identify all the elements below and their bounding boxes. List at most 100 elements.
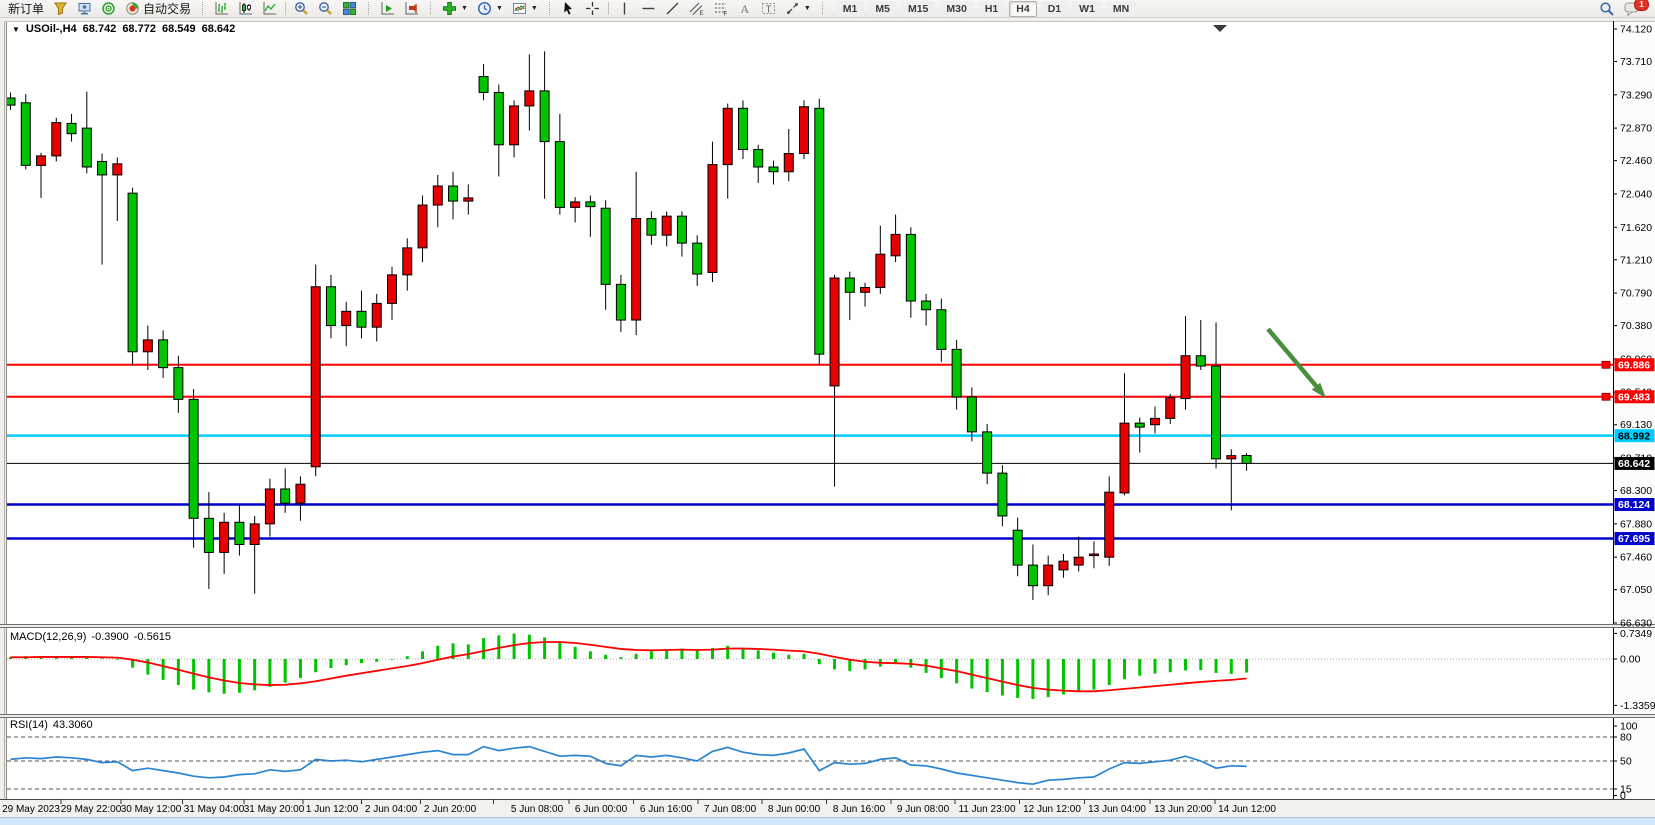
price-tick-label: 69.130 xyxy=(1620,419,1652,431)
tile-windows-icon[interactable] xyxy=(338,0,361,18)
vertical-line-tool-icon[interactable] xyxy=(613,0,636,18)
timeframe-button-M15[interactable]: M15 xyxy=(900,0,936,17)
macd-signal: -0.5615 xyxy=(133,631,172,643)
candle-body xyxy=(478,76,489,93)
macd-tick-label: 0.00 xyxy=(1620,654,1641,666)
rsi-name: RSI(14) xyxy=(10,719,48,731)
funnel-icon[interactable] xyxy=(49,0,72,18)
price-tick-label: 72.870 xyxy=(1620,123,1652,135)
timeframe-toolbar: M1 M5 M15 M30 H1 H4 D1 W1 MN xyxy=(835,0,1137,17)
timeframe-button-MN[interactable]: MN xyxy=(1105,0,1137,17)
price-tick-label: 72.460 xyxy=(1620,155,1652,167)
templates-icon[interactable]: ▼ xyxy=(508,0,542,18)
price-tick-label: 74.120 xyxy=(1620,24,1652,36)
chart-shift-marker[interactable] xyxy=(1213,25,1227,32)
candle-body xyxy=(539,90,550,143)
candle-body xyxy=(829,277,840,387)
search-icon[interactable] xyxy=(1595,0,1619,18)
price-tick-label: 67.460 xyxy=(1620,552,1652,564)
bid-price-line-price-tag: 68.642 xyxy=(1614,456,1655,470)
horizontal-line-tool-icon[interactable] xyxy=(637,0,660,18)
price-tick-label: 70.380 xyxy=(1620,320,1652,332)
zoom-in-icon[interactable] xyxy=(290,0,313,18)
candle-body xyxy=(509,105,520,146)
candle-body xyxy=(814,107,825,355)
macd-name: MACD(12,26,9) xyxy=(10,631,87,643)
candle-body xyxy=(142,339,153,353)
timeframe-button-W1[interactable]: W1 xyxy=(1072,0,1102,17)
candle-body xyxy=(615,283,626,321)
trendline-tool-icon[interactable] xyxy=(661,0,684,18)
auto-scroll-icon[interactable] xyxy=(376,0,399,18)
crosshair-icon[interactable] xyxy=(581,0,604,18)
channel-tool-icon[interactable]: E xyxy=(685,0,708,18)
periods-clock-icon[interactable]: ▼ xyxy=(473,0,507,18)
bar-chart-icon[interactable] xyxy=(210,0,233,18)
cursor-icon[interactable] xyxy=(557,0,580,18)
candle-body xyxy=(387,274,397,304)
candle-body xyxy=(112,163,123,176)
panel-splitter[interactable] xyxy=(0,624,1655,628)
price-tick-label: 67.050 xyxy=(1620,584,1652,596)
price-tag-label: 68.124 xyxy=(1618,499,1650,511)
chevron-down-icon: ▼ xyxy=(461,5,468,12)
time-tick-label: 6 Jun 00:00 xyxy=(575,804,628,815)
terminal-icon[interactable] xyxy=(73,0,96,18)
candle-body xyxy=(356,310,367,328)
chat-unread-badge: 1 xyxy=(1634,0,1649,11)
line-chart-icon[interactable] xyxy=(258,0,281,18)
text-tool-icon[interactable]: A xyxy=(733,0,756,18)
support-line-1-price-tag: 68.124 xyxy=(1614,498,1655,511)
timeframe-button-H1[interactable]: H1 xyxy=(977,0,1006,17)
candle-body xyxy=(783,153,794,173)
candle-body xyxy=(97,160,108,176)
panel-splitter[interactable] xyxy=(0,714,1655,718)
signals-icon[interactable] xyxy=(97,0,120,18)
level-line-cyan-price-tag: 68.992 xyxy=(1614,429,1655,442)
candle-body xyxy=(127,192,138,353)
indicators-icon[interactable]: ▼ xyxy=(438,0,472,18)
svg-text:T: T xyxy=(765,5,771,16)
macd-tick-label: -1.3359 xyxy=(1620,700,1655,712)
chart-shift-icon[interactable] xyxy=(400,0,423,18)
candle-body xyxy=(1043,564,1054,587)
one-click-trading-toggle-icon[interactable]: ▼ xyxy=(12,24,20,34)
arrow-annotation[interactable] xyxy=(1266,327,1326,398)
new-order-button[interactable]: 新订单 xyxy=(4,1,48,17)
time-tick-label: 9 Jun 08:00 xyxy=(897,804,950,815)
arrows-tool-icon[interactable]: ▼ xyxy=(781,0,815,18)
price-tick-label: 73.290 xyxy=(1620,89,1652,101)
candle-body xyxy=(249,523,260,545)
candle-body xyxy=(219,521,230,553)
candle-body xyxy=(860,287,871,293)
timeframe-button-M1[interactable]: M1 xyxy=(835,0,865,17)
zoom-out-icon[interactable] xyxy=(314,0,337,18)
text-label-tool-icon[interactable]: T xyxy=(757,0,780,18)
price-tick-label: 72.040 xyxy=(1620,188,1652,200)
rsi-tick-label: 100 xyxy=(1620,721,1638,733)
candle-body xyxy=(463,197,474,202)
candle-body xyxy=(753,149,764,168)
candle-body xyxy=(524,90,535,107)
timeframe-button-D1[interactable]: D1 xyxy=(1040,0,1069,17)
rsi-tick-label: 0 xyxy=(1620,790,1626,802)
timeframe-button-M30[interactable]: M30 xyxy=(939,0,974,17)
timeframe-button-M5[interactable]: M5 xyxy=(868,0,897,17)
candle-body xyxy=(371,302,382,328)
time-tick-label: 13 Jun 04:00 xyxy=(1088,804,1146,815)
candle-body xyxy=(173,367,184,400)
resistance-line-2-handle[interactable] xyxy=(1601,392,1611,401)
fibonacci-tool-icon[interactable]: F xyxy=(709,0,732,18)
chat-icon[interactable]: 1 xyxy=(1620,0,1649,18)
candle-body xyxy=(646,218,657,236)
timeframe-button-H4[interactable]: H4 xyxy=(1009,0,1037,17)
candle-body xyxy=(1027,564,1038,587)
ohlc-low: 68.549 xyxy=(161,23,196,35)
candlestick-chart-icon[interactable] xyxy=(234,0,257,18)
autotrade-button[interactable]: 自动交易 xyxy=(121,1,195,17)
candle-body xyxy=(1104,491,1115,558)
resistance-line-1-handle[interactable] xyxy=(1601,360,1611,369)
candle-body xyxy=(417,204,428,249)
candle-body xyxy=(1165,397,1176,419)
